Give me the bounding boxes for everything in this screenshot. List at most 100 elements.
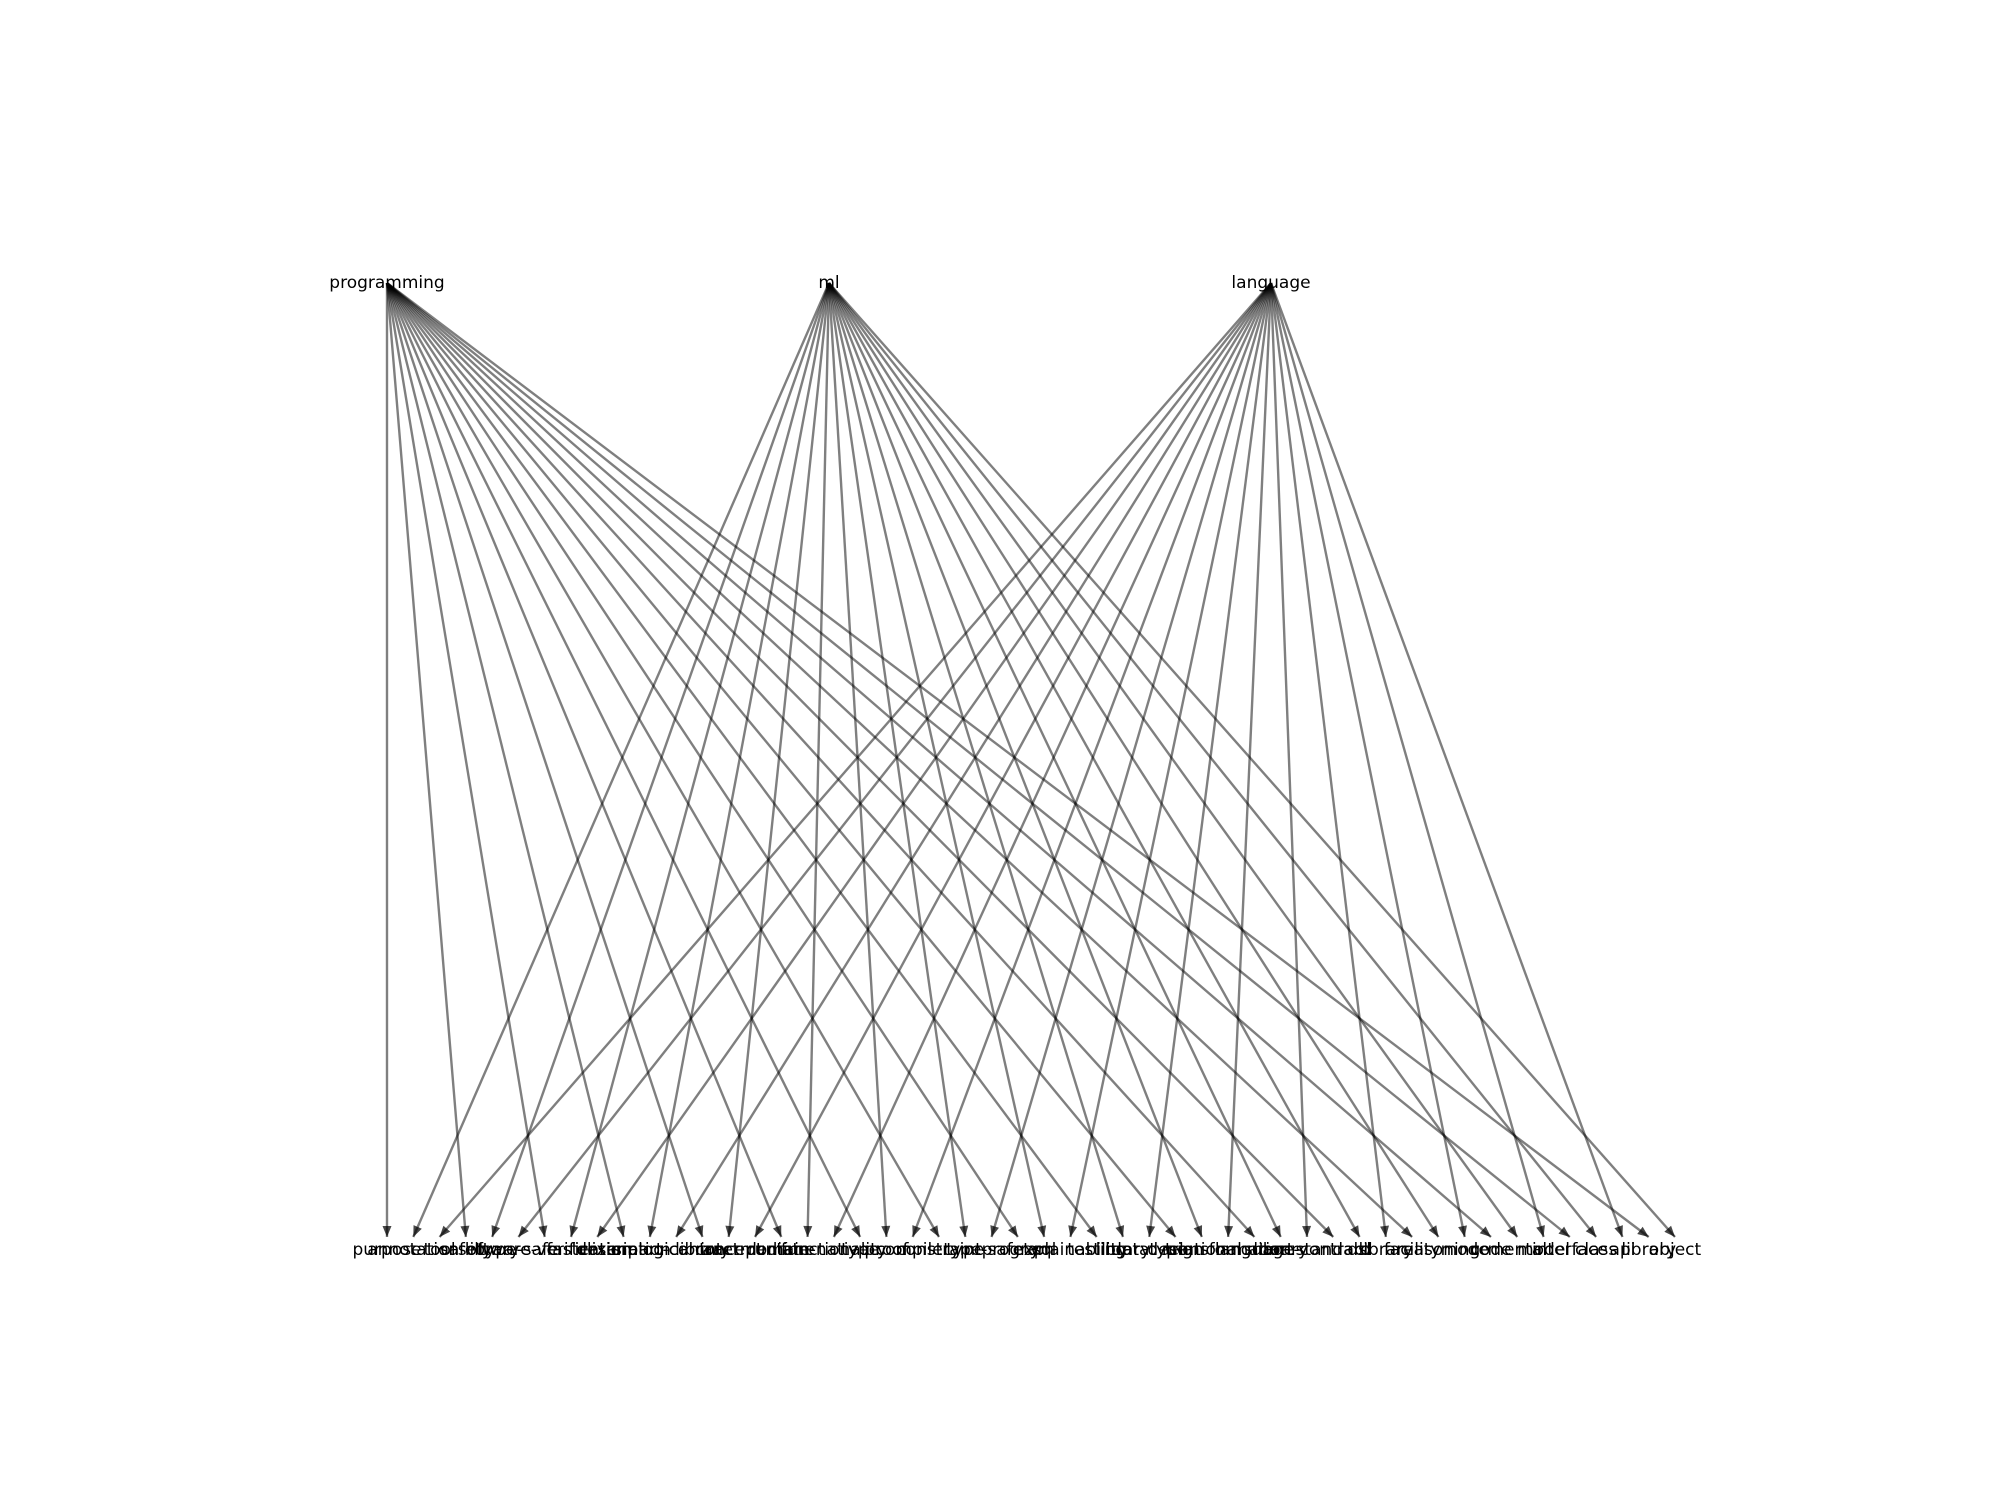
arrowhead-intermediate — [755, 1225, 765, 1237]
target-node-label: explainability — [1014, 1240, 1128, 1260]
arrowhead-library — [694, 1225, 704, 1237]
arrowhead-type-safety — [990, 1225, 999, 1237]
target-node-label: safety — [440, 1240, 492, 1260]
edge-ml-to-domain-native — [806, 282, 831, 1238]
source-node-label-language: language — [1231, 273, 1310, 293]
arrowhead-proof — [881, 1225, 891, 1237]
arrowhead-smart-contract — [1302, 1225, 1312, 1237]
arrowhead-purpose — [382, 1226, 392, 1237]
target-node-label: type — [841, 1240, 879, 1260]
arrowhead-reasoning — [1428, 1225, 1439, 1237]
target-node-label: mental — [1487, 1240, 1547, 1260]
arrowhead-library — [1115, 1225, 1125, 1237]
arrowhead-dsl — [1350, 1225, 1360, 1237]
edge-language-to-model — [1269, 282, 1545, 1238]
arrowhead-object — [1664, 1225, 1675, 1237]
target-node-label: proof — [864, 1240, 909, 1260]
arrowhead-faster — [569, 1225, 579, 1237]
arrowheads — [382, 1225, 1675, 1237]
target-node-label: type-safe — [479, 1240, 559, 1260]
target-node-label: purpose — [352, 1240, 421, 1260]
edge-programming-to-testing — [386, 282, 1098, 1238]
edge-programming-to-program — [385, 282, 1019, 1238]
target-node-label: constraint — [896, 1240, 982, 1260]
arrowhead-model — [1536, 1225, 1545, 1237]
target-node-label: program — [982, 1240, 1055, 1260]
arrowhead-program — [1008, 1225, 1018, 1237]
target-node-label: datatype — [1111, 1240, 1187, 1260]
arrowhead-elixir — [597, 1225, 608, 1237]
target-node-label: library — [1253, 1240, 1308, 1260]
arrowhead-sql — [1037, 1225, 1047, 1237]
target-node-label: api — [1609, 1240, 1635, 1260]
edge-programming-to-language — [386, 282, 1256, 1238]
target-node-label: standard — [1296, 1240, 1371, 1260]
target-node-label: compiler — [876, 1240, 950, 1260]
edge-ml-to-annotation — [412, 282, 831, 1238]
edge-language-to-transformation — [1226, 282, 1273, 1238]
edge-ml-to-mental — [828, 282, 1519, 1238]
edge-ml-to-sql — [827, 282, 1046, 1238]
edge-language-to-library — [1269, 282, 1388, 1238]
target-node-label: smart-contract — [1244, 1240, 1371, 1260]
target-node-label: analogical — [606, 1240, 693, 1260]
edge-language-to-type-safe — [517, 282, 1272, 1238]
edge-language-to-functionality — [832, 282, 1273, 1238]
arrowhead-concept — [725, 1225, 735, 1237]
target-node-label: relational — [1162, 1240, 1242, 1260]
edge-programming-to-standard — [386, 282, 1335, 1238]
target-node-label: smart-contract — [613, 1240, 740, 1260]
edge-ml-to-library — [827, 282, 1282, 1238]
arrowhead-runtime — [772, 1225, 782, 1237]
target-node-label: facility — [1384, 1240, 1441, 1260]
edge-language-to-smart-contract — [675, 282, 1273, 1238]
edge-programming-to-design — [386, 282, 1177, 1238]
edge-language-to-intermediate — [753, 282, 1273, 1238]
edge-programming-to-software-verification — [385, 282, 546, 1238]
arrowhead-library — [1637, 1226, 1649, 1237]
target-node-label: description — [576, 1240, 671, 1260]
target-node-label: domain-native — [746, 1240, 869, 1260]
edge-programming-to-runtime — [385, 282, 783, 1238]
arrowhead-smart-contract — [676, 1225, 686, 1237]
edge-language-to-mode — [1269, 282, 1466, 1238]
source-node-label-ml: ml — [818, 273, 839, 293]
arrowhead-type-safe — [518, 1225, 529, 1237]
arrowhead-design — [1165, 1225, 1176, 1237]
arrowhead-code — [1479, 1226, 1491, 1237]
edge-programming-to-facility — [386, 282, 1413, 1238]
arrowhead-type — [959, 1225, 969, 1237]
arrowhead-description — [616, 1225, 626, 1237]
arrowhead-constraint — [929, 1225, 939, 1237]
target-node-label: functionality — [781, 1240, 887, 1260]
edge-ml-to-reasoning — [827, 282, 1440, 1238]
edge-ml-to-library — [491, 282, 831, 1238]
arrowhead-safety — [460, 1225, 470, 1237]
edge-ml-to-concept — [727, 282, 831, 1238]
edge-language-to-type-safety — [990, 282, 1273, 1238]
arrowhead-explainability — [1068, 1225, 1078, 1237]
target-node-label: type — [946, 1240, 984, 1260]
arrowhead-standard — [1322, 1226, 1334, 1237]
target-node-label: sql — [1032, 1240, 1056, 1260]
edge-programming-to-type — [385, 282, 862, 1238]
target-node-label: type-safety — [943, 1240, 1040, 1260]
target-node-label: annotation — [367, 1240, 459, 1260]
source-node-labels: programming ml language — [329, 273, 1310, 293]
edge-ml-to-dsl — [827, 282, 1361, 1238]
arrowhead-library — [1380, 1225, 1390, 1237]
arrowhead-analogical — [647, 1225, 657, 1237]
target-node-label: runtime — [748, 1240, 815, 1260]
arrowhead-mode — [1458, 1225, 1467, 1237]
arrowhead-compiler — [912, 1225, 921, 1237]
edge-language-to-datatype — [1148, 282, 1273, 1238]
target-node-label: code — [1471, 1240, 1512, 1260]
target-node-label: library — [1621, 1240, 1676, 1260]
edge-programming-to-safety — [385, 282, 468, 1238]
arrowhead-functionality — [833, 1225, 843, 1237]
edges — [385, 282, 1676, 1238]
target-node-label: language — [1215, 1240, 1294, 1260]
arrowhead-mental — [1507, 1225, 1518, 1237]
edge-programming-to-code — [386, 282, 1492, 1238]
